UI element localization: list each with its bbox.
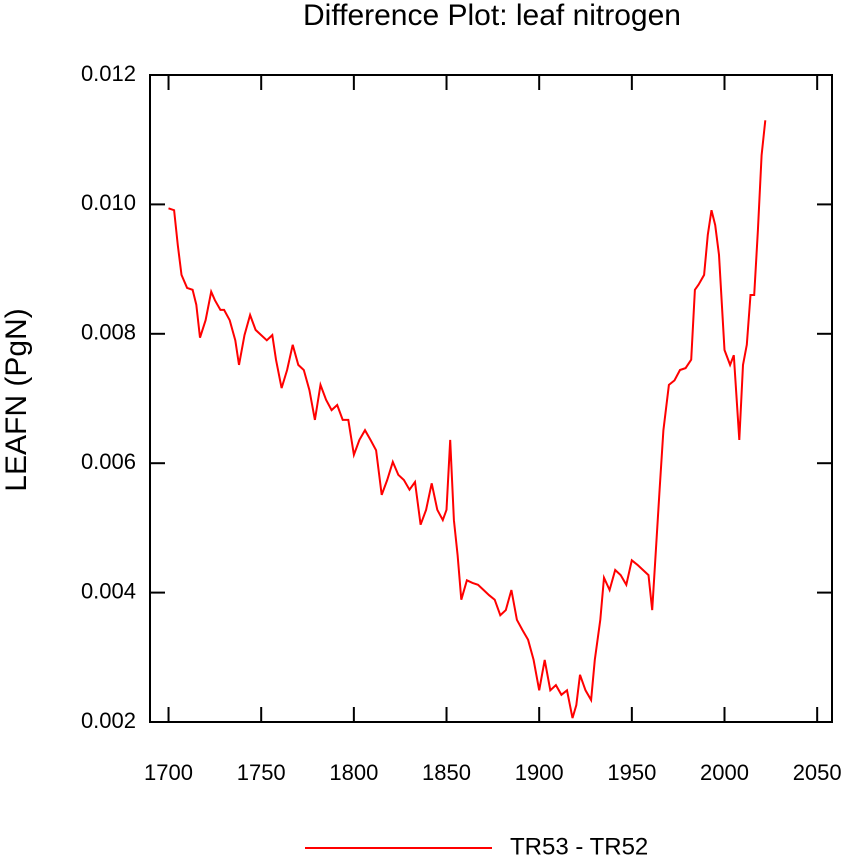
x-tick-label: 1800 xyxy=(329,760,378,785)
plot-frame xyxy=(149,74,833,723)
x-tick-label: 2050 xyxy=(793,760,842,785)
chart-title: Difference Plot: leaf nitrogen xyxy=(303,0,681,32)
y-tick-label: 0.002 xyxy=(81,708,136,733)
data-line xyxy=(168,120,767,719)
y-axis-label: LEAFN (PgN) xyxy=(0,308,33,491)
x-tick-label: 1700 xyxy=(144,760,193,785)
x-tick-label: 1950 xyxy=(607,760,656,785)
x-tick-label: 1900 xyxy=(515,760,564,785)
y-tick-label: 0.006 xyxy=(81,449,136,474)
x-tick-label: 1850 xyxy=(422,760,471,785)
y-tick-label: 0.010 xyxy=(81,190,136,215)
y-tick-label: 0.012 xyxy=(81,61,136,86)
x-tick-label: 2000 xyxy=(700,760,749,785)
y-tick-label: 0.004 xyxy=(81,578,136,603)
x-tick-label: 1750 xyxy=(237,760,286,785)
y-tick-label: 0.008 xyxy=(81,320,136,345)
legend-label: TR53 - TR52 xyxy=(510,833,648,860)
